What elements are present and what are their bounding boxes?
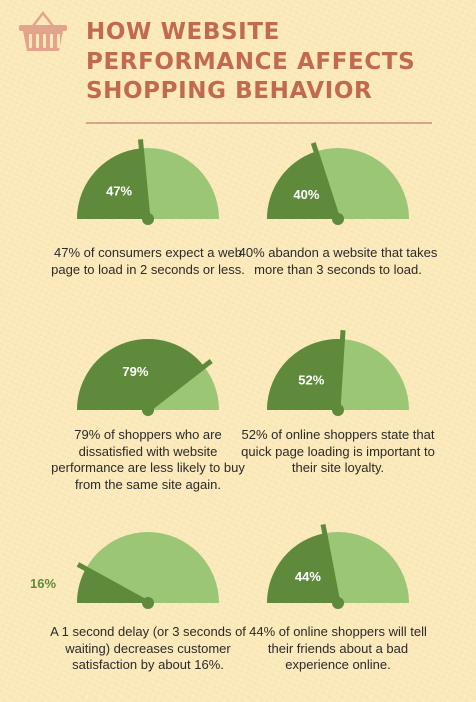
gauge-percent-label: 16% [30,576,56,591]
gauge-needle [310,142,341,220]
stat-caption: 79% of shoppers who are dissatisfied wit… [51,427,245,492]
gauge-percent-label: 47% [106,184,132,199]
page-title: HOW WEBSITE PERFORMANCE AFFECTS SHOPPING… [86,18,466,107]
gauge-percent-label: 40% [293,187,319,202]
stat-card: 52% 52% of online shoppers state that qu… [238,330,438,509]
gauge-needle [335,330,346,411]
stat-card: 40% 40% abandon a website that takes mor… [238,142,438,318]
gauge-hub [142,213,154,225]
gauge-hub [332,213,344,225]
gauge-dial: 44% [267,523,409,609]
stat-caption: A 1 second delay (or 3 seconds of waitin… [50,624,246,672]
stat-card: 16% A 1 second delay (or 3 seconds of wa… [30,532,248,702]
stat-caption: 47% of consumers expect a web page to lo… [51,245,245,277]
title-line: HOW WEBSITE [86,19,280,45]
title-divider [86,122,432,124]
gauge-fill [267,338,343,410]
gauge-hub [332,404,344,416]
gauge-dial: 79% [77,338,219,416]
gauge-fill [77,338,205,410]
gauge-percent-label: 79% [122,364,148,379]
stat-card: 47% 47% of consumers expect a web page t… [48,139,248,318]
gauge-percent-label: 52% [298,373,324,388]
gauge-dial: 16% [30,532,219,609]
gauge-hub [142,404,154,416]
stat-card: 44% 44% of online shoppers will tell the… [238,523,438,702]
gauge-dial: 40% [267,142,409,225]
stat-caption: 52% of online shoppers state that quick … [241,427,435,475]
gauge-needle [137,139,151,220]
title-line: PERFORMANCE AFFECTS [86,48,416,75]
shopping-basket-icon [19,10,67,51]
title-line: SHOPPING BEHAVIOR [86,78,373,104]
gauge-dial: 47% [77,139,219,225]
gauge-percent-label: 44% [295,569,321,584]
stat-card: 79% 79% of shoppers who are dissatisfied… [48,338,248,509]
stat-caption: 44% of online shoppers will tell their f… [249,624,427,672]
gauge-dial: 52% [267,330,409,416]
stat-caption: 40% abandon a website that takes more th… [238,245,438,277]
gauge-fill [77,148,148,219]
gauge-fill [267,533,338,603]
gauge-needle [146,358,213,412]
gauge-hub [332,597,344,609]
gauge-needle [76,562,150,606]
gauge-hub [142,597,154,609]
gauge-needle [320,523,341,604]
